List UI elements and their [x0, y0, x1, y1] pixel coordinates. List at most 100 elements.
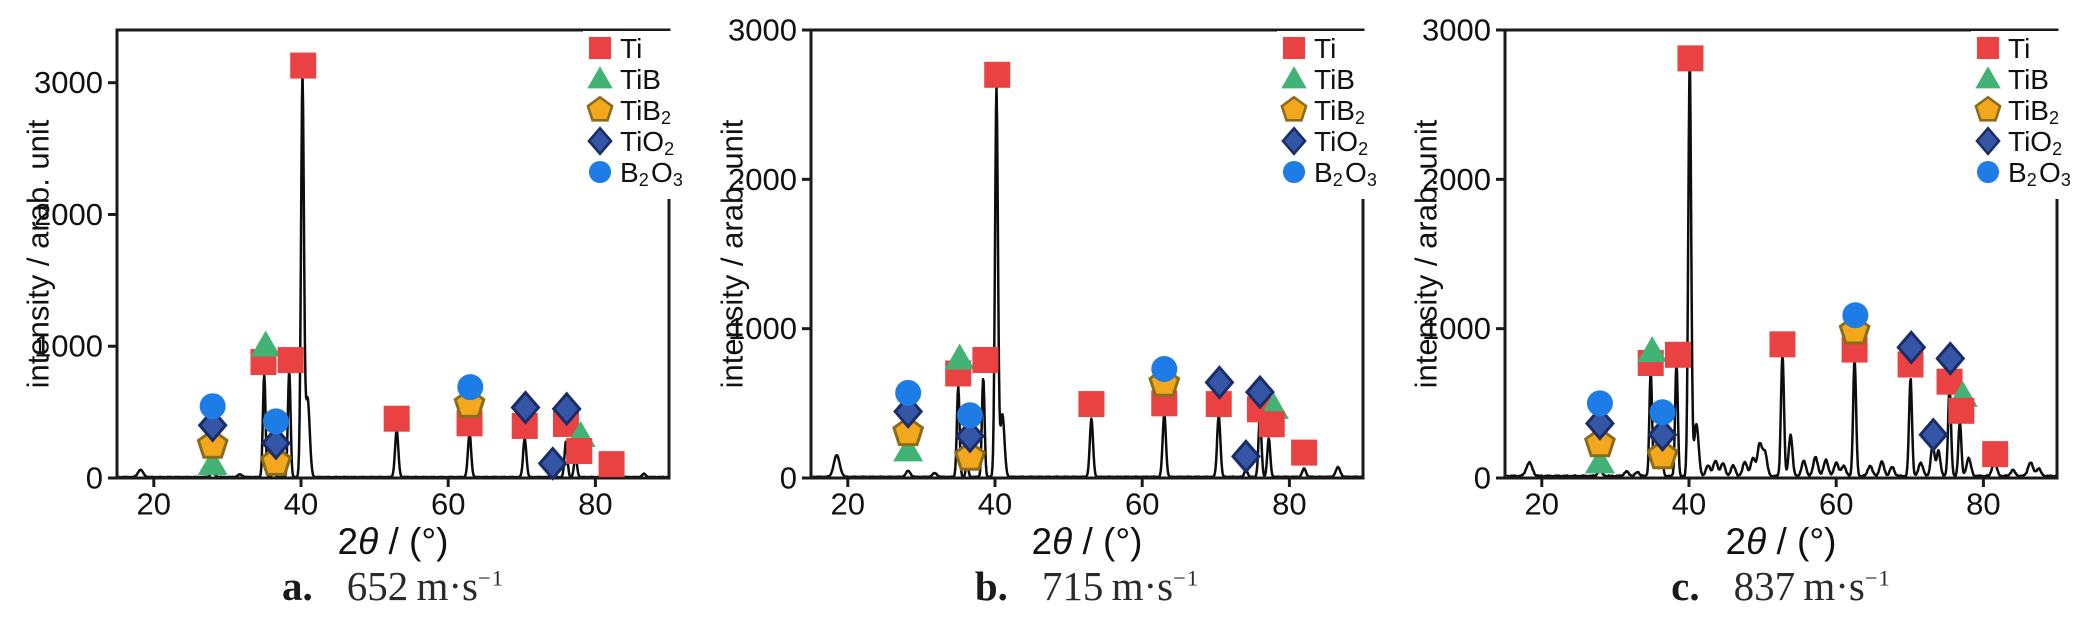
plot-frame [1503, 28, 2059, 480]
legend-swatch-TiB [1975, 66, 2001, 89]
peak-marker-TiO2 [1647, 417, 1678, 452]
caption-value: 652 m·s−1 [347, 563, 504, 609]
y-tick-label: 2000 [1422, 162, 1491, 197]
peak-marker-TiO2 [260, 425, 291, 461]
peak-marker-TiO2 [1244, 374, 1275, 410]
legend-label-TiB: TiB [620, 64, 661, 95]
legend-swatch-TiB2 [1280, 95, 1308, 122]
caption-letter: b. [974, 563, 1008, 609]
y-tick-label: 1000 [34, 329, 103, 364]
y-tick-label: 3000 [34, 65, 103, 100]
peak-marker-TiB [893, 435, 924, 462]
peak-marker-TiB [197, 449, 228, 476]
legend-swatch-Ti [1282, 36, 1306, 60]
plot-frame [809, 28, 1365, 480]
legend-swatch-TiB [1281, 66, 1307, 89]
peak-marker-TiO2 [197, 408, 228, 443]
legend-label-TiO2: TiO2 [2008, 126, 2064, 160]
caption-letter: a. [282, 563, 313, 609]
peak-marker-Ti [290, 52, 317, 79]
legend-label-B2O3: B2 O3 [620, 157, 685, 191]
x-tick-label: 80 [1966, 486, 2000, 521]
peak-marker-B2O3 [895, 379, 922, 406]
peak-marker-TiO2 [551, 391, 582, 427]
caption-speed: 715 [1041, 563, 1104, 609]
caption-speed: 837 [1733, 563, 1796, 609]
peak-marker-B2O3 [1151, 355, 1178, 382]
x-tick-label: 20 [137, 486, 171, 521]
legend-label-TiB: TiB [1314, 64, 1355, 95]
legend-swatch-TiB2 [1974, 95, 2002, 122]
x-tick-label: 20 [1525, 486, 1559, 521]
peak-marker-B2O3 [956, 402, 983, 429]
caption-unit: m·s [1111, 563, 1174, 609]
peak-marker-TiO2 [1204, 365, 1235, 400]
peak-marker-TiB2 [1646, 438, 1679, 470]
peak-marker-TiO2 [1584, 406, 1615, 441]
peak-marker-Ti [277, 347, 304, 374]
caption-letter: c. [1671, 563, 1700, 609]
x-axis-label: 2θ / (°) [1032, 521, 1143, 562]
legend-label-TiO2: TiO2 [1314, 126, 1370, 160]
peak-marker-B2O3 [199, 393, 226, 420]
x-tick-label: 40 [1672, 486, 1706, 521]
x-tick-label: 80 [578, 486, 612, 521]
peak-marker-Ti [972, 347, 999, 374]
peak-marker-TiO2 [1230, 439, 1261, 474]
peak-marker-TiB2 [1583, 426, 1616, 458]
y-tick-label: 0 [86, 461, 103, 496]
peak-marker-TiO2 [537, 446, 568, 481]
peak-marker-B2O3 [1842, 302, 1869, 329]
x-tick-label: 80 [1272, 486, 1306, 521]
legend-label-B2O3: B2 O3 [2008, 157, 2073, 191]
legend-label-TiB2: TiB2 [620, 95, 673, 129]
peak-marker-Ti [1078, 391, 1105, 418]
peak-marker-TiB2 [196, 428, 229, 459]
peak-marker-TiB [944, 343, 975, 370]
legend-swatch-Ti [588, 36, 612, 60]
y-tick-label: 1000 [728, 311, 797, 346]
panel-c: 20 40 60 80 0 1000 2000 3000 Ti TiB TiB2 TiO2 B2 O… [1388, 0, 2082, 635]
y-tick-label: 0 [780, 461, 797, 496]
legend-label-Ti: Ti [620, 33, 642, 64]
legend-swatch-TiO2 [1281, 126, 1307, 156]
legend-label-B2O3: B2 O3 [1314, 157, 1379, 191]
caption-exponent: −1 [1173, 565, 1200, 591]
peak-marker-TiB2 [892, 415, 925, 447]
legend-swatch-Ti [1976, 36, 2000, 60]
peak-marker-Ti [1769, 331, 1796, 358]
peak-marker-Ti [1982, 441, 2009, 468]
legend-swatch-TiB [587, 66, 613, 89]
peak-marker-TiB2 [953, 440, 987, 471]
y-tick-label: 2000 [728, 162, 797, 197]
peak-marker-B2O3 [1649, 399, 1676, 426]
peak-marker-TiB2 [259, 445, 293, 476]
legend-swatch-TiO2 [1975, 126, 2001, 156]
x-axis-label: 2θ / (°) [1726, 521, 1837, 562]
peak-marker-Ti [598, 451, 625, 478]
x-tick-label: 60 [1819, 486, 1853, 521]
caption-speed: 652 [346, 563, 409, 609]
caption-a: a. 652 m·s−1 [117, 562, 669, 610]
peak-marker-TiO2 [1935, 341, 1966, 376]
peak-marker-Ti [984, 61, 1011, 88]
peak-marker-B2O3 [457, 374, 484, 401]
caption-exponent: −1 [1864, 565, 1891, 591]
peak-marker-TiB [1637, 336, 1668, 363]
legend-label-TiO2: TiO2 [620, 126, 676, 160]
y-tick-label: 2000 [34, 197, 103, 232]
legend-swatch-B2O3 [588, 160, 612, 184]
legend-swatch-TiO2 [587, 126, 613, 156]
legend-swatch-TiB2 [586, 95, 614, 122]
peak-marker-TiO2 [1896, 330, 1927, 365]
peak-marker-Ti [383, 405, 410, 432]
xrd-spectrum-line [812, 85, 1362, 477]
caption-value: 715 m·s−1 [1042, 563, 1199, 609]
legend-label-Ti: Ti [2008, 33, 2030, 64]
x-tick-label: 40 [284, 486, 318, 521]
y-axis-label: intensity / arab. unit [1409, 119, 1444, 388]
peak-marker-Ti [566, 437, 593, 464]
peak-marker-TiB [250, 330, 281, 357]
